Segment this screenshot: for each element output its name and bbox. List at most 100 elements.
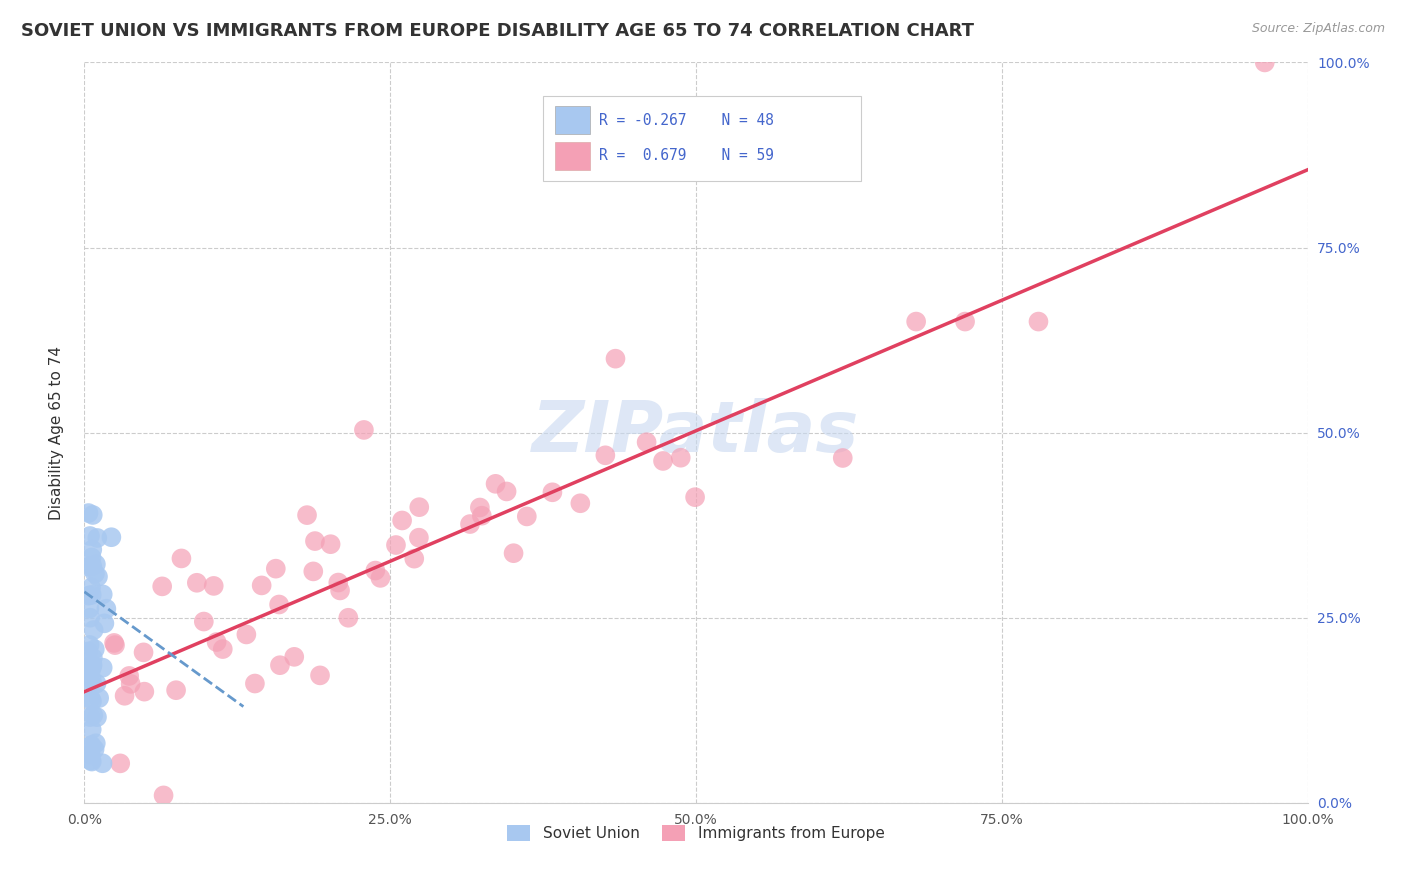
Bar: [555, 142, 589, 169]
Point: [683, 490, 706, 504]
Point: [86, 710, 108, 724]
Point: [193, 615, 215, 629]
Point: [329, 583, 352, 598]
Point: [516, 509, 538, 524]
Point: [91, 587, 114, 601]
FancyBboxPatch shape: [543, 95, 860, 181]
Point: [328, 575, 350, 590]
Point: [82, 659, 104, 673]
Point: [83, 642, 105, 657]
Point: [471, 508, 494, 523]
Point: [86, 676, 108, 690]
Point: [79, 739, 101, 753]
Point: [82, 508, 104, 522]
Point: [152, 789, 174, 803]
Point: [83, 623, 105, 637]
Point: [391, 513, 413, 527]
Point: [100, 530, 122, 544]
Point: [595, 448, 617, 462]
Point: [79, 610, 101, 624]
Text: SOVIET UNION VS IMMIGRANTS FROM EUROPE DISABILITY AGE 65 TO 74 CORRELATION CHART: SOVIET UNION VS IMMIGRANTS FROM EUROPE D…: [21, 22, 974, 40]
Point: [468, 500, 491, 515]
Point: [408, 531, 430, 545]
Point: [953, 314, 976, 328]
Point: [541, 485, 564, 500]
Point: [211, 642, 233, 657]
Point: [170, 551, 193, 566]
Point: [79, 601, 101, 615]
Point: [82, 559, 104, 574]
Point: [205, 635, 228, 649]
Point: [319, 537, 342, 551]
Point: [80, 664, 103, 678]
Point: [120, 677, 142, 691]
Point: [569, 496, 592, 510]
Point: [80, 738, 103, 752]
Text: Source: ZipAtlas.com: Source: ZipAtlas.com: [1251, 22, 1385, 36]
Point: [364, 564, 387, 578]
Text: R =  0.679    N = 59: R = 0.679 N = 59: [599, 148, 775, 163]
Point: [82, 542, 104, 557]
Point: [283, 649, 305, 664]
Point: [495, 484, 517, 499]
Point: [84, 558, 107, 572]
Point: [269, 658, 291, 673]
Point: [110, 756, 132, 771]
Point: [186, 575, 208, 590]
Point: [134, 684, 156, 698]
Point: [84, 736, 107, 750]
Point: [79, 673, 101, 688]
Point: [80, 723, 103, 737]
Point: [309, 668, 332, 682]
Point: [103, 636, 125, 650]
Point: [80, 754, 103, 768]
Point: [77, 664, 100, 678]
Point: [89, 691, 111, 706]
Point: [114, 689, 136, 703]
Point: [77, 644, 100, 658]
Point: [80, 588, 103, 602]
Point: [79, 529, 101, 543]
Point: [80, 691, 103, 706]
Point: [636, 435, 658, 450]
Text: R = -0.267    N = 48: R = -0.267 N = 48: [599, 112, 775, 128]
Point: [302, 565, 325, 579]
Point: [404, 551, 426, 566]
Point: [250, 578, 273, 592]
Point: [82, 658, 104, 673]
Point: [385, 538, 408, 552]
Point: [132, 645, 155, 659]
Point: [408, 500, 430, 515]
Point: [337, 611, 360, 625]
Point: [93, 616, 115, 631]
Point: [669, 450, 692, 465]
Point: [91, 661, 114, 675]
Point: [79, 638, 101, 652]
Point: [80, 755, 103, 769]
Point: [458, 516, 481, 531]
Point: [295, 508, 318, 522]
Point: [202, 579, 225, 593]
Text: ZIPatlas: ZIPatlas: [533, 398, 859, 467]
Point: [77, 559, 100, 574]
Point: [80, 694, 103, 708]
Point: [79, 710, 101, 724]
Y-axis label: Disability Age 65 to 74: Disability Age 65 to 74: [49, 345, 63, 520]
Point: [80, 673, 103, 688]
Point: [264, 562, 287, 576]
Point: [104, 638, 127, 652]
Legend: Soviet Union, Immigrants from Europe: Soviet Union, Immigrants from Europe: [502, 819, 890, 847]
Point: [80, 550, 103, 565]
Point: [80, 747, 103, 762]
Point: [353, 423, 375, 437]
Point: [1028, 314, 1050, 328]
Point: [80, 581, 103, 595]
Point: [304, 534, 326, 549]
Point: [605, 351, 627, 366]
Point: [235, 627, 257, 641]
Point: [87, 569, 110, 583]
Point: [243, 676, 266, 690]
Point: [370, 571, 392, 585]
Point: [91, 756, 114, 771]
Point: [831, 450, 853, 465]
